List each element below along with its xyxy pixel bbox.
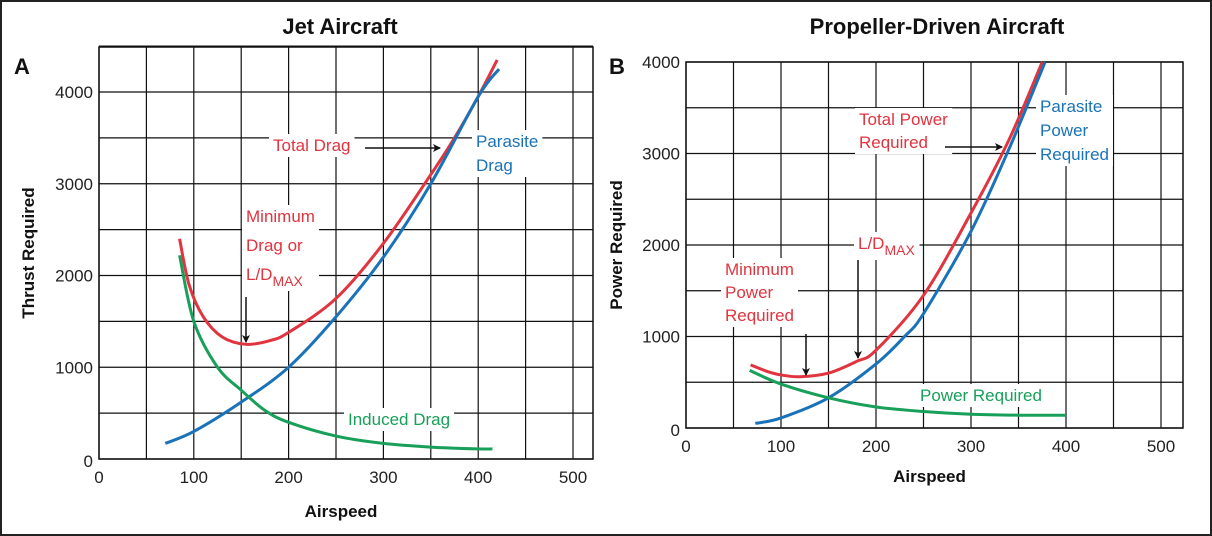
annotation-text: Total Power bbox=[859, 110, 948, 129]
annotation-background bbox=[854, 232, 920, 260]
x-tick-label: 400 bbox=[1052, 437, 1080, 456]
annotation-text: Total Drag bbox=[273, 136, 350, 155]
annotation-text: Drag or bbox=[246, 236, 303, 255]
y-tick-label: 0 bbox=[84, 452, 93, 471]
chart-title: Jet Aircraft bbox=[282, 14, 398, 39]
annotation-background bbox=[916, 384, 1046, 407]
x-tick-label: 400 bbox=[464, 468, 492, 487]
y-tick-label: 3000 bbox=[55, 175, 93, 194]
annotation-text: Drag bbox=[476, 156, 513, 175]
plot-frame bbox=[98, 46, 594, 460]
annotation-text: Parasite bbox=[1040, 97, 1102, 116]
y-tick-label: 1000 bbox=[55, 358, 93, 377]
series-line-total bbox=[750, 61, 1044, 379]
annotation-text: Required bbox=[725, 306, 794, 325]
chart-jet-aircraft: Jet Aircraft A 0 100 200 300 400 500 0 1000 2000 30… bbox=[14, 14, 594, 521]
series-line-parasite bbox=[755, 61, 1047, 425]
annotation-background bbox=[344, 408, 455, 431]
annotation-subscript: MAX bbox=[884, 242, 915, 258]
annotation-text: Required bbox=[859, 133, 928, 152]
y-tick-label: 3000 bbox=[642, 145, 680, 164]
annotation-text: Minimum bbox=[246, 207, 315, 226]
annotation-text: Power bbox=[725, 283, 774, 302]
x-tick-label: 500 bbox=[1147, 437, 1175, 456]
x-tick-label: 200 bbox=[862, 437, 890, 456]
x-tick-label: 0 bbox=[681, 437, 690, 456]
annotation-text: Minimum bbox=[725, 260, 794, 279]
annotation-text: Power Required bbox=[920, 386, 1042, 405]
y-axis-label: Power Required bbox=[607, 180, 626, 309]
chart-title: Propeller-Driven Aircraft bbox=[810, 14, 1065, 39]
chart-propeller-aircraft: Propeller-Driven Aircraft B 0 100 200 300 400 5… bbox=[607, 14, 1184, 486]
series-line-parasite bbox=[164, 68, 501, 445]
annotation: L/DMAX bbox=[854, 232, 920, 260]
annotation-background bbox=[472, 130, 543, 177]
y-tick-label: 1000 bbox=[642, 328, 680, 347]
annotation: Minimum Power Required bbox=[721, 258, 798, 327]
annotation-text: Induced Drag bbox=[348, 410, 450, 429]
x-tick-label: 100 bbox=[767, 437, 795, 456]
annotation-text: Power bbox=[1040, 121, 1089, 140]
x-tick-label: 500 bbox=[559, 468, 587, 487]
annotation-text: Required bbox=[1040, 145, 1109, 164]
x-tick-label: 200 bbox=[274, 468, 302, 487]
annotation-background bbox=[721, 258, 798, 327]
plot-frame bbox=[685, 61, 1184, 429]
x-tick-label: 300 bbox=[957, 437, 985, 456]
x-axis-label: Airspeed bbox=[305, 502, 378, 521]
annotation-background bbox=[1036, 95, 1113, 166]
annotation: Induced Drag bbox=[344, 408, 455, 431]
annotation: Parasite Drag bbox=[472, 130, 543, 177]
y-tick-label: 2000 bbox=[642, 236, 680, 255]
y-tick-label: 0 bbox=[671, 421, 680, 440]
annotation-text: Parasite bbox=[476, 132, 538, 151]
annotation-background bbox=[855, 108, 953, 154]
annotation: Power Required bbox=[916, 384, 1046, 407]
annotation-subscript: MAX bbox=[272, 273, 303, 289]
annotation: Total Power Required bbox=[855, 108, 953, 154]
series-line-induced bbox=[749, 368, 1067, 417]
panel-letter: A bbox=[14, 54, 30, 79]
y-tick-label: 2000 bbox=[55, 267, 93, 286]
x-axis-label: Airspeed bbox=[893, 467, 966, 486]
annotation-background bbox=[242, 205, 319, 291]
series-line-induced bbox=[178, 254, 493, 451]
y-axis-label: Thrust Required bbox=[19, 187, 38, 318]
annotation: Total Drag bbox=[269, 134, 355, 157]
annotation-background bbox=[269, 134, 355, 157]
x-tick-label: 100 bbox=[180, 468, 208, 487]
panel-letter: B bbox=[609, 54, 625, 79]
x-tick-label: 300 bbox=[369, 468, 397, 487]
y-tick-label: 4000 bbox=[55, 83, 93, 102]
y-tick-label: 4000 bbox=[642, 53, 680, 72]
x-tick-label: 0 bbox=[94, 468, 103, 487]
annotation: Parasite Power Required bbox=[1036, 95, 1113, 166]
